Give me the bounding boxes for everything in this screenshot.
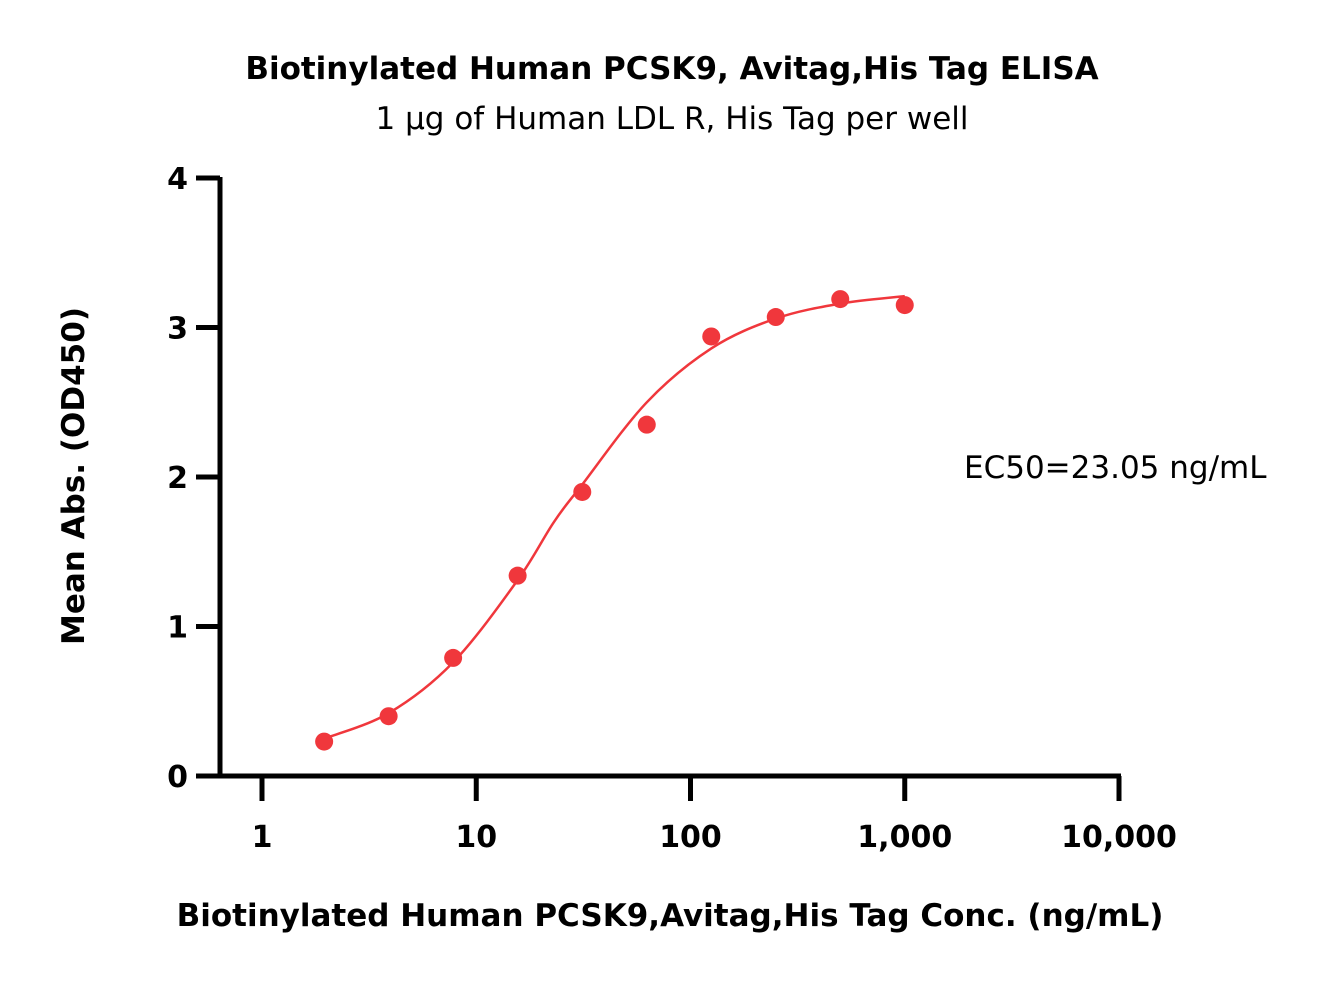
chart-title: Biotinylated Human PCSK9, Avitag,His Tag… [245, 51, 1098, 87]
y-axis-label: Mean Abs. (OD450) [56, 307, 92, 645]
data-point [702, 327, 721, 346]
x-ticks: 1 10 100 1,000 10,000 [252, 776, 1177, 855]
data-point [379, 707, 398, 726]
data-point [444, 648, 463, 667]
y-tick-label: 3 [167, 312, 188, 347]
data-point [315, 732, 334, 751]
y-tick-label: 0 [167, 760, 188, 795]
x-tick-label: 10 [455, 820, 497, 855]
y-tick-label: 1 [167, 611, 188, 646]
y-tick-label: 2 [167, 461, 188, 496]
x-tick-label: 1,000 [857, 820, 952, 855]
data-point [831, 290, 850, 309]
x-tick-label: 100 [659, 820, 722, 855]
data-point [637, 415, 656, 434]
series-group [315, 290, 914, 751]
x-tick-label: 1 [252, 820, 273, 855]
data-point [895, 296, 914, 315]
data-point [766, 308, 785, 327]
data-point [573, 482, 592, 501]
x-axis-label: Biotinylated Human PCSK9,Avitag,His Tag … [177, 898, 1164, 934]
ec50-annotation: EC50=23.05 ng/mL [964, 450, 1267, 486]
fit-curve [323, 294, 905, 740]
x-tick-label: 10,000 [1061, 820, 1177, 855]
chart-subtitle: 1 μg of Human LDL R, His Tag per well [376, 101, 969, 137]
data-point [508, 566, 527, 585]
y-ticks: 0 1 2 3 4 [167, 162, 220, 795]
y-tick-label: 4 [167, 162, 188, 197]
